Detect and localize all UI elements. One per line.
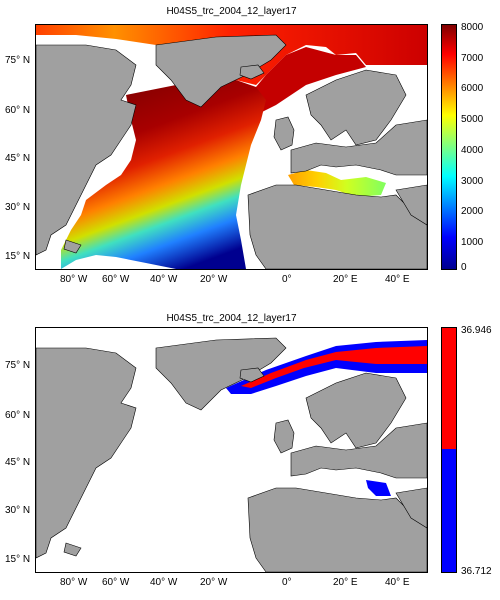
iceland-land [239, 367, 265, 383]
top-colorbar [441, 24, 457, 270]
top-colorbar-tick: 2000 [461, 206, 484, 217]
top-colorbar-tick: 6000 [461, 83, 484, 94]
top-lon-label: 80° W [60, 274, 88, 285]
north-america-land [36, 44, 137, 256]
top-lat-label: 45° N [5, 153, 31, 164]
top-lon-label: 40° W [150, 274, 178, 285]
scandinavia-land [305, 69, 407, 146]
bottom-lat-label: 30° N [5, 505, 31, 516]
greenland-land [155, 34, 287, 108]
top-map-title: H04S5_trc_2004_12_layer17 [166, 6, 297, 17]
africa-land [247, 487, 427, 572]
top-lon-label: 20° W [200, 274, 228, 285]
top-map [35, 24, 428, 270]
bottom-lon-label: 40° E [385, 577, 410, 588]
colorbar-blue-segment [442, 449, 456, 572]
top-lat-label: 30° N [5, 202, 31, 213]
british-isles-land [273, 419, 295, 454]
top-colorbar-tick: 5000 [461, 114, 484, 125]
bottom-lat-label: 75° N [5, 360, 31, 371]
colorbar-red-segment [442, 328, 456, 449]
bottom-lon-label: 80° W [60, 577, 88, 588]
top-lon-label: 60° W [102, 274, 130, 285]
caribbean-land [63, 542, 82, 557]
bottom-lon-label: 40° W [150, 577, 178, 588]
top-lon-label: 40° E [385, 274, 410, 285]
africa-land [247, 184, 427, 269]
british-isles-land [273, 116, 295, 151]
bottom-lat-label: 15° N [5, 554, 31, 565]
iceland-land [239, 64, 265, 80]
north-america-land [36, 347, 137, 559]
bottom-colorbar [441, 327, 457, 573]
top-lon-label: 20° E [333, 274, 358, 285]
arctic-red-band [241, 346, 427, 388]
arabia-land [395, 487, 427, 529]
top-lon-label: 0° [282, 274, 292, 285]
europe-land [290, 422, 427, 479]
bottom-lon-label: 20° E [333, 577, 358, 588]
bottom-map [35, 327, 428, 573]
top-colorbar-tick: 4000 [461, 145, 484, 156]
atlantic-field [61, 80, 266, 269]
scandinavia-land [305, 372, 407, 449]
mediterranean-field [288, 170, 386, 197]
caribbean-land [63, 239, 82, 254]
top-lat-label: 15° N [5, 251, 31, 262]
top-map-canvas [36, 25, 427, 269]
bottom-lat-label: 60° N [5, 410, 31, 421]
bottom-colorbar-tick: 36.946 [461, 325, 492, 336]
bottom-colorbar-tick: 36.712 [461, 566, 492, 577]
top-colorbar-tick: 8000 [461, 22, 484, 33]
norwegian-sea-field [236, 47, 366, 135]
bottom-lon-label: 60° W [102, 577, 130, 588]
top-colorbar-tick: 3000 [461, 176, 484, 187]
bottom-map-title: H04S5_trc_2004_12_layer17 [166, 313, 297, 324]
top-lat-label: 75° N [5, 55, 31, 66]
greenland-land [155, 337, 287, 411]
top-colorbar-tick: 0 [461, 262, 467, 273]
bottom-lat-label: 45° N [5, 457, 31, 468]
bottom-lon-label: 0° [282, 577, 292, 588]
top-colorbar-tick: 7000 [461, 53, 484, 64]
bottom-lon-label: 20° W [200, 577, 228, 588]
europe-land [290, 119, 427, 176]
med-spot [366, 480, 391, 496]
top-lat-label: 60° N [5, 105, 31, 116]
bottom-map-canvas [36, 337, 427, 572]
arabia-land [395, 184, 427, 226]
top-colorbar-tick: 1000 [461, 237, 484, 248]
